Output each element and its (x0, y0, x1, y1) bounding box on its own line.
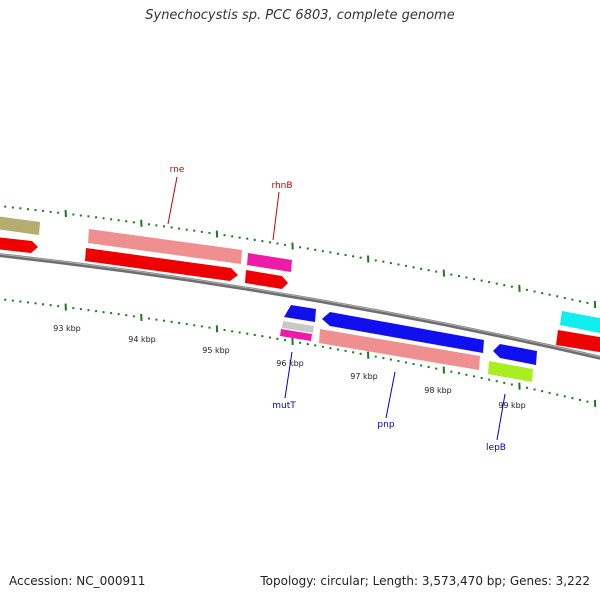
gene-feature-lepB-blue[interactable] (493, 344, 537, 365)
gene-feature-cyan[interactable] (560, 311, 600, 334)
kbp-label: 93 kbp (53, 324, 81, 333)
forward-features (0, 216, 600, 353)
gene-feature-mutT-blue[interactable] (284, 305, 316, 322)
genome-backbone (0, 253, 600, 360)
gene-label-leaders (167, 176, 506, 441)
map-title: Synechocystis sp. PCC 6803, complete gen… (145, 8, 455, 23)
kbp-label: 94 kbp (128, 335, 156, 344)
reverse-features (280, 305, 537, 382)
outer-tick-ruler (4, 205, 597, 309)
gene-feature-rhnB-red[interactable] (245, 270, 288, 289)
kbp-label: 95 kbp (202, 346, 230, 355)
gene-label-rhnB[interactable]: rhnB (271, 181, 292, 191)
accession-text: Accession: NC_000911 (9, 574, 146, 588)
topology-text: Topology: circular; Length: 3,573,470 bp… (260, 574, 590, 588)
gene-label-rne[interactable]: rne (170, 165, 185, 175)
kbp-label: 98 kbp (424, 386, 452, 395)
gene-feature-red-left[interactable] (0, 237, 38, 253)
gene-feature-mutT[interactable] (280, 329, 312, 341)
gene-feature-lepB[interactable] (488, 361, 533, 382)
gene-feature-rne-light[interactable] (88, 229, 242, 264)
kbp-label: 97 kbp (350, 372, 378, 381)
gene-labels: rne rhnB mutT pnp lepB (170, 165, 506, 453)
gene-feature-rhnB[interactable] (247, 253, 292, 272)
kbp-label: 99 kbp (498, 401, 526, 410)
gene-feature-olive[interactable] (0, 216, 40, 235)
gene-label-pnp[interactable]: pnp (377, 420, 394, 430)
gene-label-mutT[interactable]: mutT (272, 401, 296, 411)
gene-feature-red-right[interactable] (556, 330, 600, 353)
gene-feature-pnp[interactable] (319, 329, 480, 370)
inner-tick-ruler (4, 298, 597, 407)
gene-feature-pnp-blue[interactable] (322, 312, 484, 353)
gene-feature-rne[interactable] (85, 248, 238, 281)
gene-label-lepB[interactable]: lepB (486, 443, 506, 453)
gene-feature-mutT-gray[interactable] (282, 321, 314, 333)
